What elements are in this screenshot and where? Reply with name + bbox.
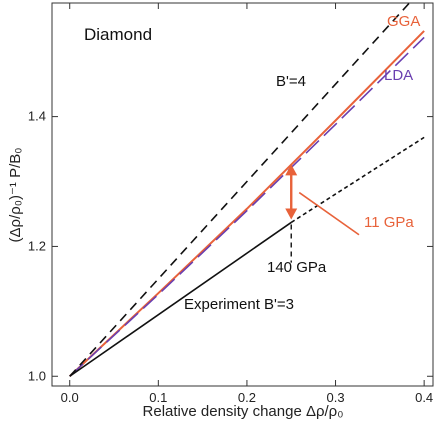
x-tick-label: 0.1 bbox=[149, 390, 167, 405]
gap-leader-line bbox=[298, 191, 360, 236]
series-line-experiment-b-3 bbox=[69, 221, 292, 377]
x-tick-label: 0.2 bbox=[238, 390, 256, 405]
x-axis-label: Relative density change Δρ/ρ₀ bbox=[143, 403, 344, 420]
marker-layer bbox=[285, 164, 360, 263]
series-layer bbox=[69, 3, 425, 377]
plot-frame bbox=[51, 2, 434, 387]
series-line-b-4 bbox=[69, 3, 411, 377]
label-11gpa: 11 GPa bbox=[364, 214, 414, 231]
gap-arrow-head-up bbox=[285, 164, 298, 176]
label-140gpa: 140 GPa bbox=[267, 259, 327, 276]
y-tick-label: 1.0 bbox=[28, 368, 46, 383]
x-tick-label: 0.0 bbox=[61, 390, 79, 405]
y-tick-label: 1.4 bbox=[28, 109, 46, 124]
x-tick-label: 0.3 bbox=[326, 390, 344, 405]
series-line-gga bbox=[69, 30, 425, 377]
y-tick-label: 1.2 bbox=[28, 238, 46, 253]
x-axis-ticks: 0.0 0.1 0.2 0.3 0.4 bbox=[61, 3, 433, 405]
x-tick-label: 0.4 bbox=[415, 390, 433, 405]
y-axis-ticks: 1.0 1.2 1.4 bbox=[28, 109, 433, 383]
series-line-extrapolation bbox=[290, 136, 425, 224]
chart-title: Diamond bbox=[84, 25, 152, 44]
series-line-lda bbox=[69, 36, 425, 377]
legend-lda: LDA bbox=[384, 67, 413, 84]
label-experiment: Experiment B'=3 bbox=[184, 296, 294, 313]
gap-arrow-head-down bbox=[285, 208, 298, 220]
legend-gga: GGA bbox=[387, 13, 420, 30]
label-b4: B'=4 bbox=[276, 73, 306, 90]
y-axis-label: (Δρ/ρ₀)⁻¹ P/B₀ bbox=[7, 148, 24, 243]
